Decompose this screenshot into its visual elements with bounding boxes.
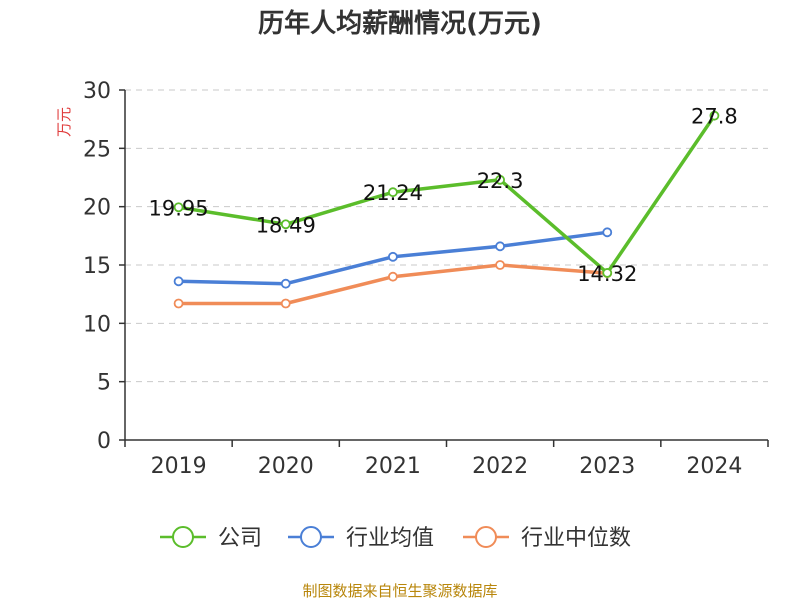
x-tick-label: 2024 bbox=[686, 454, 742, 479]
data-point bbox=[173, 276, 184, 287]
data-label: 14.32 bbox=[577, 262, 637, 286]
legend: 公司 行业均值 行业中位数 bbox=[160, 526, 631, 551]
legend-marker bbox=[172, 526, 194, 548]
y-tick-label: 25 bbox=[83, 137, 111, 162]
data-point bbox=[495, 241, 505, 252]
legend-label: 行业中位数 bbox=[521, 526, 631, 551]
axes: 0 5 10 15 20 25 30 2019 2020 2021 2022 2023 2024 bbox=[83, 79, 769, 479]
y-axis-unit-label: 万元 bbox=[55, 107, 73, 137]
data-point bbox=[173, 298, 184, 309]
data-point bbox=[280, 219, 291, 230]
x-tick-label: 2021 bbox=[365, 454, 421, 479]
x-tick-label: 2019 bbox=[151, 454, 207, 479]
legend-label: 行业均值 bbox=[346, 526, 434, 551]
x-tick-label: 2022 bbox=[472, 454, 528, 479]
legend-label: 公司 bbox=[218, 526, 262, 551]
data-point bbox=[495, 174, 505, 185]
data-point bbox=[280, 278, 291, 289]
source-note: 制图数据来自恒生聚源数据库 bbox=[302, 582, 497, 600]
x-tick-label: 2023 bbox=[579, 454, 635, 479]
data-label: 18.49 bbox=[256, 213, 316, 237]
data-point bbox=[602, 268, 613, 278]
data-point bbox=[280, 298, 291, 309]
data-point bbox=[388, 271, 398, 282]
data-point bbox=[602, 227, 613, 238]
x-tick-label: 2020 bbox=[258, 454, 314, 479]
data-label: 27.8 bbox=[691, 105, 738, 129]
data-labels: 19.95 18.49 21.24 22.3 14.32 27.8 bbox=[149, 105, 738, 286]
series-layer bbox=[173, 110, 720, 309]
data-label: 21.24 bbox=[363, 181, 423, 205]
y-tick-label: 15 bbox=[83, 254, 111, 279]
legend-marker bbox=[300, 526, 322, 548]
y-tick-label: 30 bbox=[83, 79, 111, 104]
y-tick-label: 20 bbox=[83, 196, 111, 221]
chart-title: 历年人均薪酬情况(万元) bbox=[258, 8, 542, 39]
series-line-0 bbox=[178, 114, 716, 275]
grid-lines bbox=[125, 89, 768, 383]
data-label: 19.95 bbox=[149, 196, 209, 220]
data-point bbox=[388, 187, 398, 198]
y-tick-label: 10 bbox=[83, 312, 111, 337]
data-point bbox=[173, 202, 184, 213]
data-point bbox=[495, 260, 505, 270]
legend-marker bbox=[475, 526, 497, 548]
data-point bbox=[709, 110, 720, 121]
y-tick-label: 5 bbox=[97, 371, 111, 396]
data-point bbox=[388, 251, 398, 262]
data-label: 22.3 bbox=[477, 169, 524, 193]
y-tick-label: 0 bbox=[97, 429, 111, 454]
